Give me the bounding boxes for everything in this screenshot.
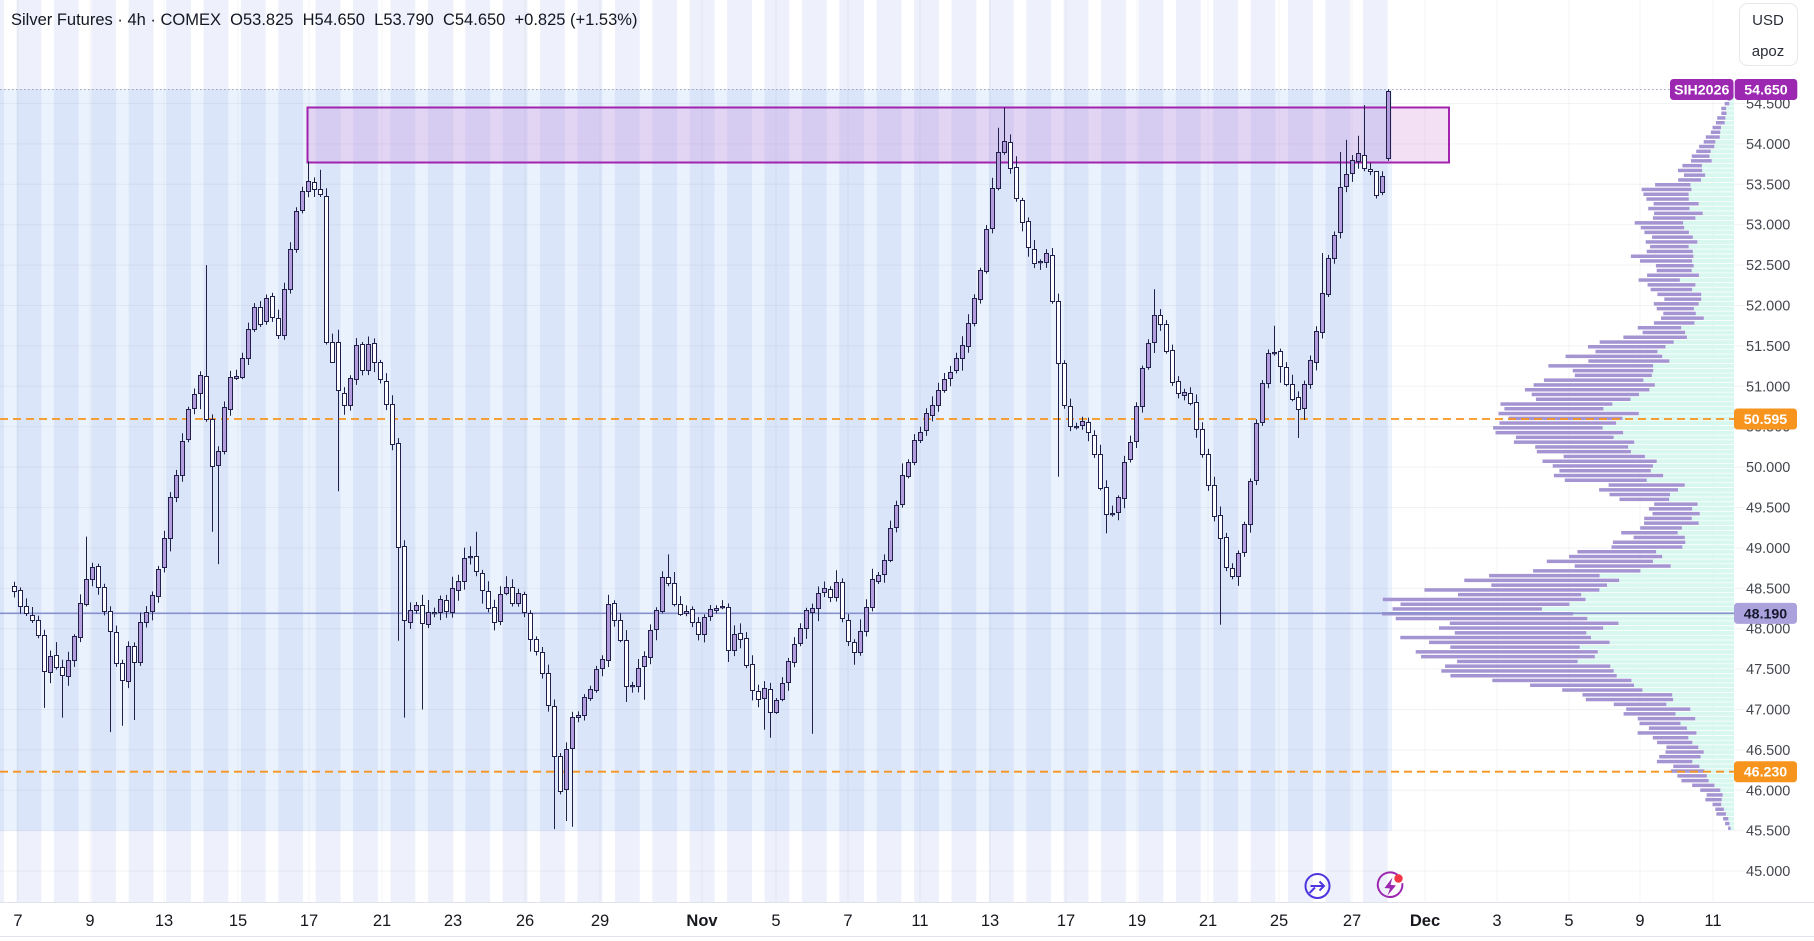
svg-text:54.000: 54.000 xyxy=(1746,137,1790,153)
svg-text:Nov: Nov xyxy=(686,912,718,930)
svg-text:46.000: 46.000 xyxy=(1746,783,1790,799)
svg-text:48.000: 48.000 xyxy=(1746,622,1790,638)
svg-text:7: 7 xyxy=(843,912,852,930)
svg-text:45.500: 45.500 xyxy=(1746,824,1790,840)
svg-text:21: 21 xyxy=(1199,912,1217,930)
svg-text:48.190: 48.190 xyxy=(1744,606,1788,622)
svg-text:17: 17 xyxy=(300,912,318,930)
svg-text:50.000: 50.000 xyxy=(1746,460,1790,476)
svg-text:7: 7 xyxy=(13,912,22,930)
svg-text:51.500: 51.500 xyxy=(1746,339,1790,355)
svg-text:9: 9 xyxy=(1635,912,1644,930)
svg-text:13: 13 xyxy=(155,912,173,930)
svg-text:46.500: 46.500 xyxy=(1746,743,1790,759)
svg-text:13: 13 xyxy=(981,912,999,930)
svg-text:apoz: apoz xyxy=(1752,43,1785,60)
svg-text:47.500: 47.500 xyxy=(1746,662,1790,678)
svg-text:Silver Futures · 4h · COMEX O: Silver Futures · 4h · COMEX O53.825 H54.… xyxy=(11,11,637,29)
svg-text:5: 5 xyxy=(1564,912,1573,930)
svg-text:26: 26 xyxy=(516,912,534,930)
svg-text:45.000: 45.000 xyxy=(1746,864,1790,880)
svg-text:29: 29 xyxy=(591,912,609,930)
svg-text:51.000: 51.000 xyxy=(1746,379,1790,395)
svg-text:17: 17 xyxy=(1057,912,1075,930)
svg-text:53.000: 53.000 xyxy=(1746,218,1790,234)
svg-text:15: 15 xyxy=(229,912,247,930)
svg-text:11: 11 xyxy=(1704,912,1721,930)
svg-text:5: 5 xyxy=(771,912,780,930)
svg-text:53.500: 53.500 xyxy=(1746,177,1790,193)
svg-text:23: 23 xyxy=(444,912,462,930)
svg-text:21: 21 xyxy=(373,912,391,930)
svg-text:19: 19 xyxy=(1128,912,1146,930)
svg-text:54.500: 54.500 xyxy=(1746,97,1790,113)
svg-text:49.500: 49.500 xyxy=(1746,501,1790,517)
svg-text:50.595: 50.595 xyxy=(1744,412,1788,428)
svg-text:USD: USD xyxy=(1752,12,1784,29)
svg-text:9: 9 xyxy=(85,912,94,930)
svg-text:49.000: 49.000 xyxy=(1746,541,1790,557)
svg-text:46.230: 46.230 xyxy=(1744,765,1788,781)
svg-text:Dec: Dec xyxy=(1410,912,1440,930)
svg-text:27: 27 xyxy=(1343,912,1361,930)
svg-text:47.000: 47.000 xyxy=(1746,703,1790,719)
svg-text:52.500: 52.500 xyxy=(1746,258,1790,274)
svg-text:54.650: 54.650 xyxy=(1744,83,1788,99)
svg-text:48.500: 48.500 xyxy=(1746,581,1790,597)
svg-text:25: 25 xyxy=(1270,912,1288,930)
svg-text:SIH2026: SIH2026 xyxy=(1674,83,1729,99)
svg-text:11: 11 xyxy=(911,912,928,930)
svg-text:52.000: 52.000 xyxy=(1746,299,1790,315)
svg-text:3: 3 xyxy=(1492,912,1501,930)
